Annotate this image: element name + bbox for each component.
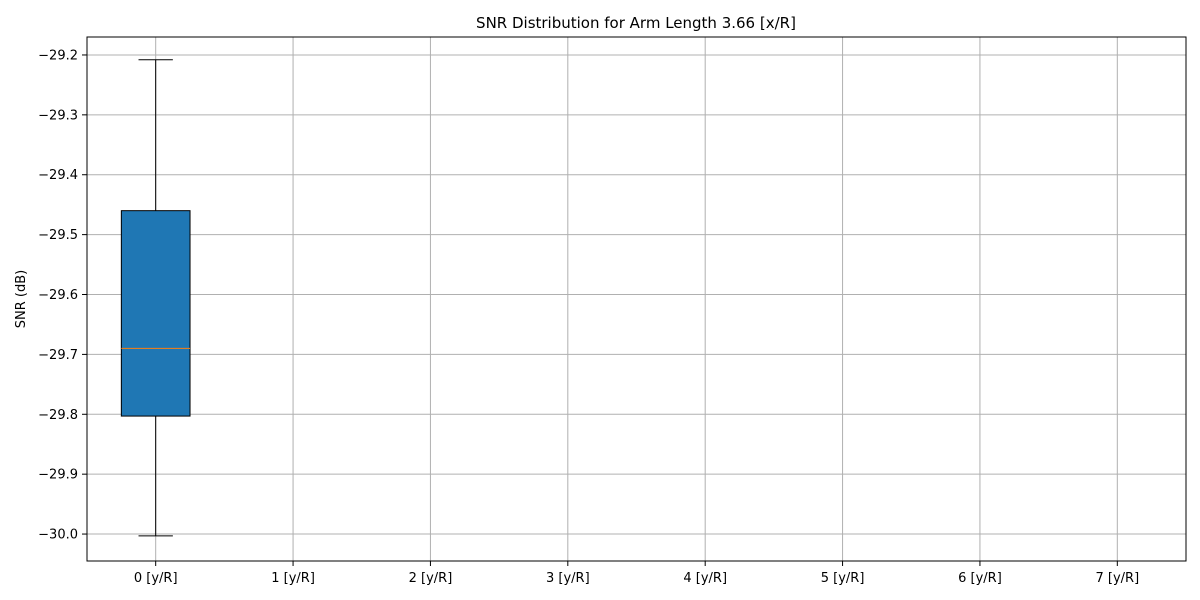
x-tick-label: 5 [y/R]	[821, 571, 865, 586]
x-tick-label: 4 [y/R]	[683, 571, 727, 586]
y-tick-label: −29.7	[38, 348, 78, 363]
y-tick-label: −29.6	[38, 288, 78, 303]
chart-title: SNR Distribution for Arm Length 3.66 [x/…	[476, 14, 796, 32]
y-tick-label: −29.2	[38, 48, 78, 63]
y-axis-label: SNR (dB)	[14, 270, 29, 328]
y-tick-label: −29.8	[38, 408, 78, 423]
x-tick-label: 0 [y/R]	[134, 571, 178, 586]
box-iqr	[120, 210, 191, 417]
box-layer	[120, 59, 191, 537]
y-tick-label: −29.4	[38, 168, 78, 183]
x-tick-label: 6 [y/R]	[958, 571, 1002, 586]
box-plot	[120, 59, 191, 537]
x-tick-label: 1 [y/R]	[271, 571, 315, 586]
y-tick-label: −29.5	[38, 228, 78, 243]
x-tick-label: 2 [y/R]	[409, 571, 453, 586]
plot-frame	[86, 36, 1187, 562]
x-tick-label: 3 [y/R]	[546, 571, 590, 586]
x-tick-label: 7 [y/R]	[1095, 571, 1139, 586]
grid	[87, 37, 1186, 561]
y-tick-label: −29.9	[38, 468, 78, 483]
y-tick-label: −30.0	[38, 528, 78, 543]
y-tick-label: −29.3	[38, 108, 78, 123]
ticks: −29.2 −29.3 −29.4 −29.5 −29.6 −29.7 −29.8 −29.9…	[38, 48, 1139, 586]
